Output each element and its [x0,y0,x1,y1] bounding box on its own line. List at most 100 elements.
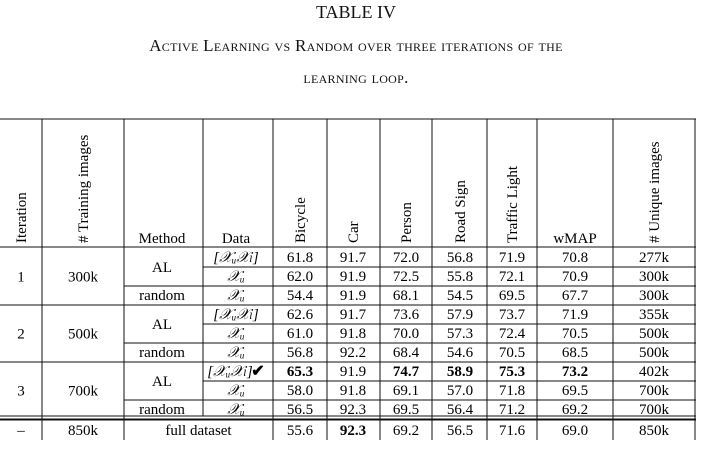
value-cell: 58.9 [447,364,473,380]
value-cell: 69.2 [562,402,588,418]
method-cell: AL [152,374,172,390]
value-cell: 56.5 [287,402,313,418]
header-7: Road Sign [453,180,469,243]
value-cell: 71.9 [562,307,588,323]
header-2: Method [139,231,186,247]
value-cell: 56.8 [447,250,473,266]
header-9: wMAP [553,231,596,247]
footer-value: 56.5 [447,423,473,439]
method-cell: random [139,345,185,361]
value-cell: 92.3 [340,402,366,418]
unique-images-cell: 355k [639,307,670,323]
value-cell: 75.3 [499,364,525,380]
value-cell: 73.2 [562,364,588,380]
value-cell: 57.0 [447,383,473,399]
value-cell: 69.5 [562,383,588,399]
header-10: # Unique images [647,141,663,243]
value-cell: 92.2 [340,345,366,361]
header-1: # Training images [76,134,92,243]
value-cell: 70.9 [562,269,588,285]
data-cell: 𝒳ᵤ [227,383,244,399]
unique-images-cell: 300k [639,269,670,285]
footer-value: 55.6 [287,423,314,439]
unique-images-cell: 277k [639,250,670,266]
value-cell: 57.3 [447,326,473,342]
value-cell: 91.8 [340,326,366,342]
value-cell: 71.2 [499,402,525,418]
value-cell: 62.6 [287,307,314,323]
value-cell: 69.5 [393,402,419,418]
value-cell: 65.3 [287,364,313,380]
value-cell: 56.4 [447,402,474,418]
header-3: Data [222,231,251,247]
value-cell: 68.1 [393,288,419,304]
footer-value: 69.0 [562,423,588,439]
value-cell: 72.1 [499,269,525,285]
value-cell: 91.9 [340,364,366,380]
footer-unique: 850k [639,423,670,439]
method-cell: AL [152,317,172,333]
header-6: Person [399,202,415,243]
unique-images-cell: 500k [639,326,670,342]
value-cell: 62.0 [287,269,313,285]
data-cell: 𝒳ᵤ [227,269,244,285]
value-cell: 72.0 [393,250,419,266]
value-cell: 58.0 [287,383,313,399]
unique-images-cell: 500k [639,345,670,361]
data-cell: 𝒳ᵤ [227,402,244,418]
unique-images-cell: 300k [639,288,670,304]
header-4: Bicycle [293,197,309,243]
footer-data: full dataset [165,423,232,439]
value-cell: 91.9 [340,269,366,285]
data-cell: [𝒳ᵤ𝒳ₗ] [213,307,259,323]
value-cell: 57.9 [447,307,473,323]
value-cell: 70.0 [393,326,419,342]
footer-value: 71.6 [499,423,526,439]
value-cell: 61.8 [287,250,313,266]
value-cell: 91.7 [340,307,367,323]
value-cell: 70.5 [562,326,588,342]
data-cell: [𝒳ᵤ𝒳ₗ] [213,250,259,266]
header-8: Traffic Light [505,165,521,243]
value-cell: 69.1 [393,383,419,399]
value-cell: 54.5 [447,288,473,304]
header-0: Iteration [14,192,30,243]
data-cell: 𝒳ᵤ [227,345,244,361]
unique-images-cell: 700k [639,402,670,418]
value-cell: 67.7 [562,288,589,304]
training-images-cell: 700k [68,384,99,400]
value-cell: 70.8 [562,250,588,266]
value-cell: 55.8 [447,269,473,285]
value-cell: 73.7 [499,307,526,323]
value-cell: 74.7 [393,364,420,380]
training-images-cell: 300k [68,270,99,286]
value-cell: 91.8 [340,383,366,399]
value-cell: 68.4 [393,345,420,361]
table-caption-line1: Active Learning vs Random over three ite… [149,36,563,55]
value-cell: 54.6 [447,345,474,361]
footer-value: 69.2 [393,423,419,439]
data-cell: 𝒳ᵤ [227,326,244,342]
data-cell: [𝒳ᵤ𝒳ₗ] [207,364,253,380]
method-cell: random [139,288,185,304]
value-cell: 72.4 [499,326,526,342]
value-cell: 69.5 [499,288,525,304]
table-caption-line2: learning loop. [303,68,409,87]
unique-images-cell: 700k [639,383,670,399]
data-cell: 𝒳ᵤ [227,288,244,304]
value-cell: 71.8 [499,383,525,399]
iteration-cell: 3 [17,384,25,400]
value-cell: 70.5 [499,345,525,361]
iteration-cell: 2 [17,327,25,343]
header-5: Car [346,221,362,243]
table-number: TABLE IV [315,2,397,22]
value-cell: 73.6 [393,307,420,323]
unique-images-cell: 402k [639,364,670,380]
value-cell: 61.0 [287,326,313,342]
value-cell: 91.9 [340,288,366,304]
check-mark: ✔ [251,363,264,380]
footer-iteration: – [16,423,25,439]
footer-value: 92.3 [340,423,366,439]
value-cell: 91.7 [340,250,367,266]
